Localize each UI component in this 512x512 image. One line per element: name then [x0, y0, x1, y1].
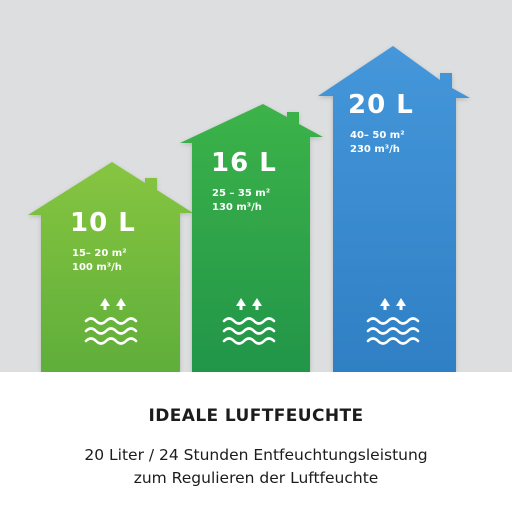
house-16l-capacity: 16 L — [211, 148, 277, 178]
water-waves-icon — [366, 317, 420, 345]
caption-line-2: zum Regulieren der Luftfeuchte — [133, 469, 379, 487]
house-20l-shape — [318, 46, 470, 372]
house-20l — [318, 46, 470, 372]
house-10l-airflow: 100 m³/h — [72, 262, 122, 273]
house-20l-airflow: 230 m³/h — [350, 144, 400, 155]
caption-heading: IDEALE LUFTFEUCHTE — [148, 406, 364, 426]
house-16l-area: 25 – 35 m² — [212, 188, 271, 199]
house-16l-shape — [180, 104, 323, 372]
caption-line-1: 20 Liter / 24 Stunden Entfeuchtungsleist… — [84, 446, 428, 464]
humidity-up-arrows-icon — [380, 298, 406, 310]
house-20l-capacity: 20 L — [348, 90, 414, 120]
house-10l-area: 15– 20 m² — [72, 248, 127, 259]
house-16l-airflow: 130 m³/h — [212, 202, 262, 213]
water-waves-icon — [222, 317, 276, 345]
house-20l-area: 40– 50 m² — [350, 130, 405, 141]
house-10l-capacity: 10 L — [70, 208, 136, 238]
house-10l-shape — [28, 162, 193, 372]
house-10l — [28, 162, 193, 372]
house-16l — [180, 104, 323, 372]
water-waves-icon — [84, 317, 138, 345]
houses-graphic — [28, 46, 470, 372]
humidity-up-arrows-icon — [100, 298, 126, 310]
humidity-up-arrows-icon — [236, 298, 262, 310]
